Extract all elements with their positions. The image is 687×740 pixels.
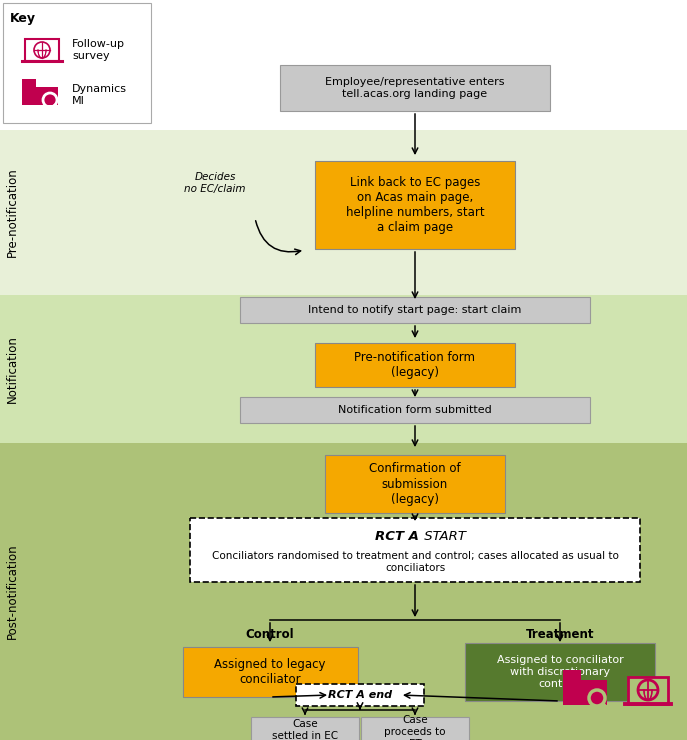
Text: RCT A end: RCT A end — [328, 690, 392, 700]
Bar — [190, 518, 640, 582]
Bar — [240, 297, 590, 323]
Text: Link back to EC pages
on Acas main page,
helpline numbers, start
a claim page: Link back to EC pages on Acas main page,… — [346, 176, 484, 234]
Bar — [280, 65, 550, 111]
Text: RCT A: RCT A — [375, 531, 419, 543]
Text: Post-notification: Post-notification — [5, 544, 19, 639]
Bar — [0, 130, 687, 295]
Bar — [240, 397, 590, 423]
Bar — [3, 3, 151, 123]
Bar — [563, 680, 607, 705]
Text: Confirmation of
submission
(legacy): Confirmation of submission (legacy) — [369, 462, 461, 505]
Text: Intend to notify start page: start claim: Intend to notify start page: start claim — [308, 305, 521, 315]
Bar — [325, 455, 505, 513]
Bar — [465, 643, 655, 701]
Text: Assigned to conciliator
with discretionary
content: Assigned to conciliator with discretiona… — [497, 656, 623, 689]
Bar — [22, 87, 58, 105]
Bar — [315, 343, 515, 387]
FancyBboxPatch shape — [22, 79, 36, 89]
Text: Case
proceeds to
ET: Case proceeds to ET — [384, 716, 446, 740]
Text: Pre-notification: Pre-notification — [5, 168, 19, 258]
Bar — [296, 684, 424, 706]
Bar — [0, 295, 687, 443]
FancyBboxPatch shape — [563, 670, 581, 682]
Bar — [25, 39, 59, 61]
Text: Case
settled in EC: Case settled in EC — [272, 719, 338, 740]
Bar — [251, 717, 359, 740]
Text: Follow-up
survey: Follow-up survey — [72, 39, 125, 61]
Bar — [0, 443, 687, 740]
Text: Pre-notification form
(legacy): Pre-notification form (legacy) — [354, 351, 475, 379]
Text: Employee/representative enters
tell.acas.org landing page: Employee/representative enters tell.acas… — [325, 77, 505, 99]
Text: Key: Key — [10, 12, 36, 25]
Text: Conciliators randomised to treatment and control; cases allocated as usual to
co: Conciliators randomised to treatment and… — [212, 551, 618, 573]
Text: Assigned to legacy
conciliator: Assigned to legacy conciliator — [214, 658, 326, 686]
Bar — [183, 647, 357, 697]
Text: Dynamics
MI: Dynamics MI — [72, 84, 127, 106]
Text: Decides
no EC/claim: Decides no EC/claim — [184, 172, 246, 194]
Bar — [361, 717, 469, 740]
Text: Notification: Notification — [5, 335, 19, 403]
Text: Treatment: Treatment — [526, 628, 594, 641]
Bar — [315, 161, 515, 249]
Text: Notification form submitted: Notification form submitted — [338, 405, 492, 415]
Text: START: START — [420, 531, 466, 543]
Bar — [628, 676, 668, 704]
Text: Control: Control — [246, 628, 294, 641]
